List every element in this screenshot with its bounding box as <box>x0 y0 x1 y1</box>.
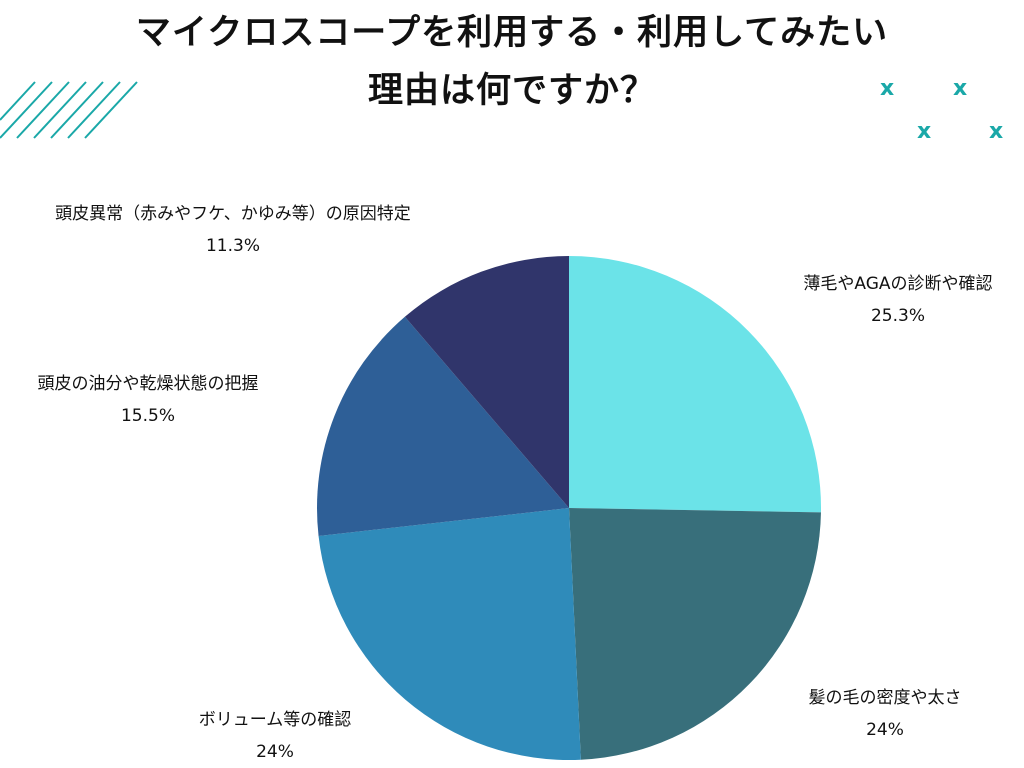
pie-slice-oil <box>317 316 569 537</box>
chart-title-line1: マイクロスコープを利用する・利用してみたい <box>135 13 889 53</box>
decorative-stripes <box>0 81 138 139</box>
chart-title-line2: 理由は何ですか？ <box>367 71 656 111</box>
slice-value-label: 24% <box>866 720 904 740</box>
slice-value-label: 24% <box>256 742 294 762</box>
pie-slice-scalp-issue <box>404 256 569 508</box>
slice-category-label: ボリューム等の確認 <box>198 710 352 730</box>
slice-category-label: 薄毛やAGAの診断や確認 <box>803 274 993 294</box>
decorative-x-mark: x <box>880 76 895 101</box>
slice-category-label: 髪の毛の密度や太さ <box>808 688 962 708</box>
slice-value-label: 25.3% <box>870 306 925 326</box>
slice-label-agajudge: 薄毛やAGAの診断や確認 25.3% <box>768 268 1024 332</box>
decorative-x-mark: x <box>917 119 932 144</box>
pie-slice-volume <box>318 508 581 760</box>
slice-value-label: 15.5% <box>120 406 175 426</box>
slice-label-oil: 頭皮の油分や乾燥状態の把握 15.5% <box>0 368 296 432</box>
slice-category-label: 頭皮の油分や乾燥状態の把握 <box>37 374 259 394</box>
chart-title: マイクロスコープを利用する・利用してみたい 理由は何ですか？ <box>0 4 1024 120</box>
slice-label-scalp-issue: 頭皮異常（赤みやフケ、かゆみ等）の原因特定 11.3% <box>0 198 466 262</box>
slice-label-density: 髪の毛の密度や太さ 24% <box>770 682 1000 746</box>
decorative-x-mark: x <box>989 119 1004 144</box>
slice-category-label: 頭皮異常（赤みやフケ、かゆみ等）の原因特定 <box>55 204 411 224</box>
pie-slice-agajudge <box>569 256 822 513</box>
slice-label-volume: ボリューム等の確認 24% <box>160 704 390 768</box>
decorative-x-mark: x <box>953 76 968 101</box>
slice-value-label: 11.3% <box>205 236 260 256</box>
pie-slice-density <box>569 508 821 760</box>
